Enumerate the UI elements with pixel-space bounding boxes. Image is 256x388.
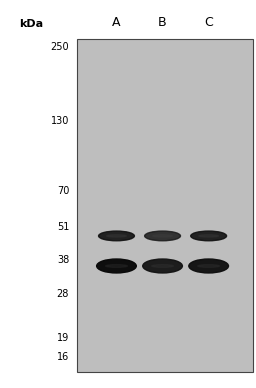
Ellipse shape bbox=[199, 235, 218, 237]
Ellipse shape bbox=[152, 265, 174, 267]
Ellipse shape bbox=[99, 231, 134, 241]
Ellipse shape bbox=[191, 231, 227, 241]
Ellipse shape bbox=[145, 231, 180, 241]
Text: C: C bbox=[204, 16, 213, 29]
Text: 38: 38 bbox=[57, 255, 69, 265]
Ellipse shape bbox=[189, 259, 229, 273]
Text: 70: 70 bbox=[57, 186, 69, 196]
Ellipse shape bbox=[97, 259, 136, 273]
Ellipse shape bbox=[105, 265, 127, 267]
Text: kDa: kDa bbox=[19, 19, 43, 29]
Ellipse shape bbox=[106, 235, 126, 237]
Text: 51: 51 bbox=[57, 222, 69, 232]
Text: 250: 250 bbox=[50, 42, 69, 52]
Ellipse shape bbox=[153, 235, 173, 237]
Text: A: A bbox=[112, 16, 121, 29]
Text: 130: 130 bbox=[51, 116, 69, 126]
Ellipse shape bbox=[198, 265, 220, 267]
FancyBboxPatch shape bbox=[77, 39, 253, 372]
Text: 16: 16 bbox=[57, 352, 69, 362]
Text: 19: 19 bbox=[57, 333, 69, 343]
Ellipse shape bbox=[143, 259, 182, 273]
Text: 28: 28 bbox=[57, 289, 69, 299]
Text: B: B bbox=[158, 16, 167, 29]
